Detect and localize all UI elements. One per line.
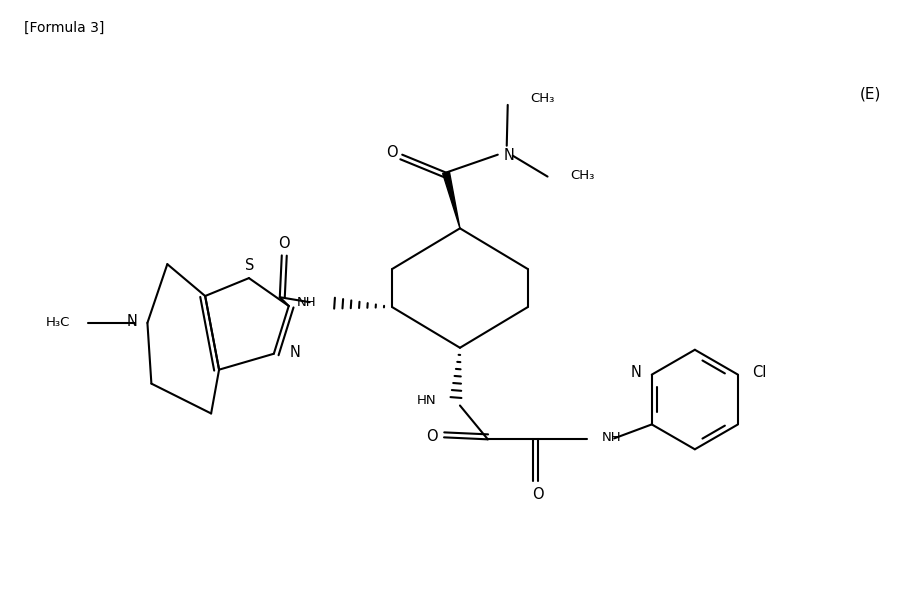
Text: NH: NH (601, 431, 621, 444)
Text: CH₃: CH₃ (531, 93, 555, 105)
Text: N: N (504, 148, 515, 163)
Text: [Formula 3]: [Formula 3] (24, 22, 104, 35)
Text: O: O (278, 236, 290, 251)
Text: N: N (631, 365, 642, 380)
Text: O: O (386, 145, 398, 160)
Text: N: N (290, 345, 301, 360)
Text: HN: HN (417, 394, 436, 407)
Text: (E): (E) (860, 87, 881, 102)
Text: H₃C: H₃C (45, 316, 70, 329)
Text: N: N (127, 315, 138, 329)
Text: O: O (532, 487, 544, 502)
Text: NH: NH (297, 295, 317, 309)
Polygon shape (443, 172, 460, 228)
Text: CH₃: CH₃ (571, 169, 595, 182)
Text: Cl: Cl (752, 365, 766, 380)
Text: S: S (245, 258, 255, 273)
Text: O: O (427, 429, 438, 444)
